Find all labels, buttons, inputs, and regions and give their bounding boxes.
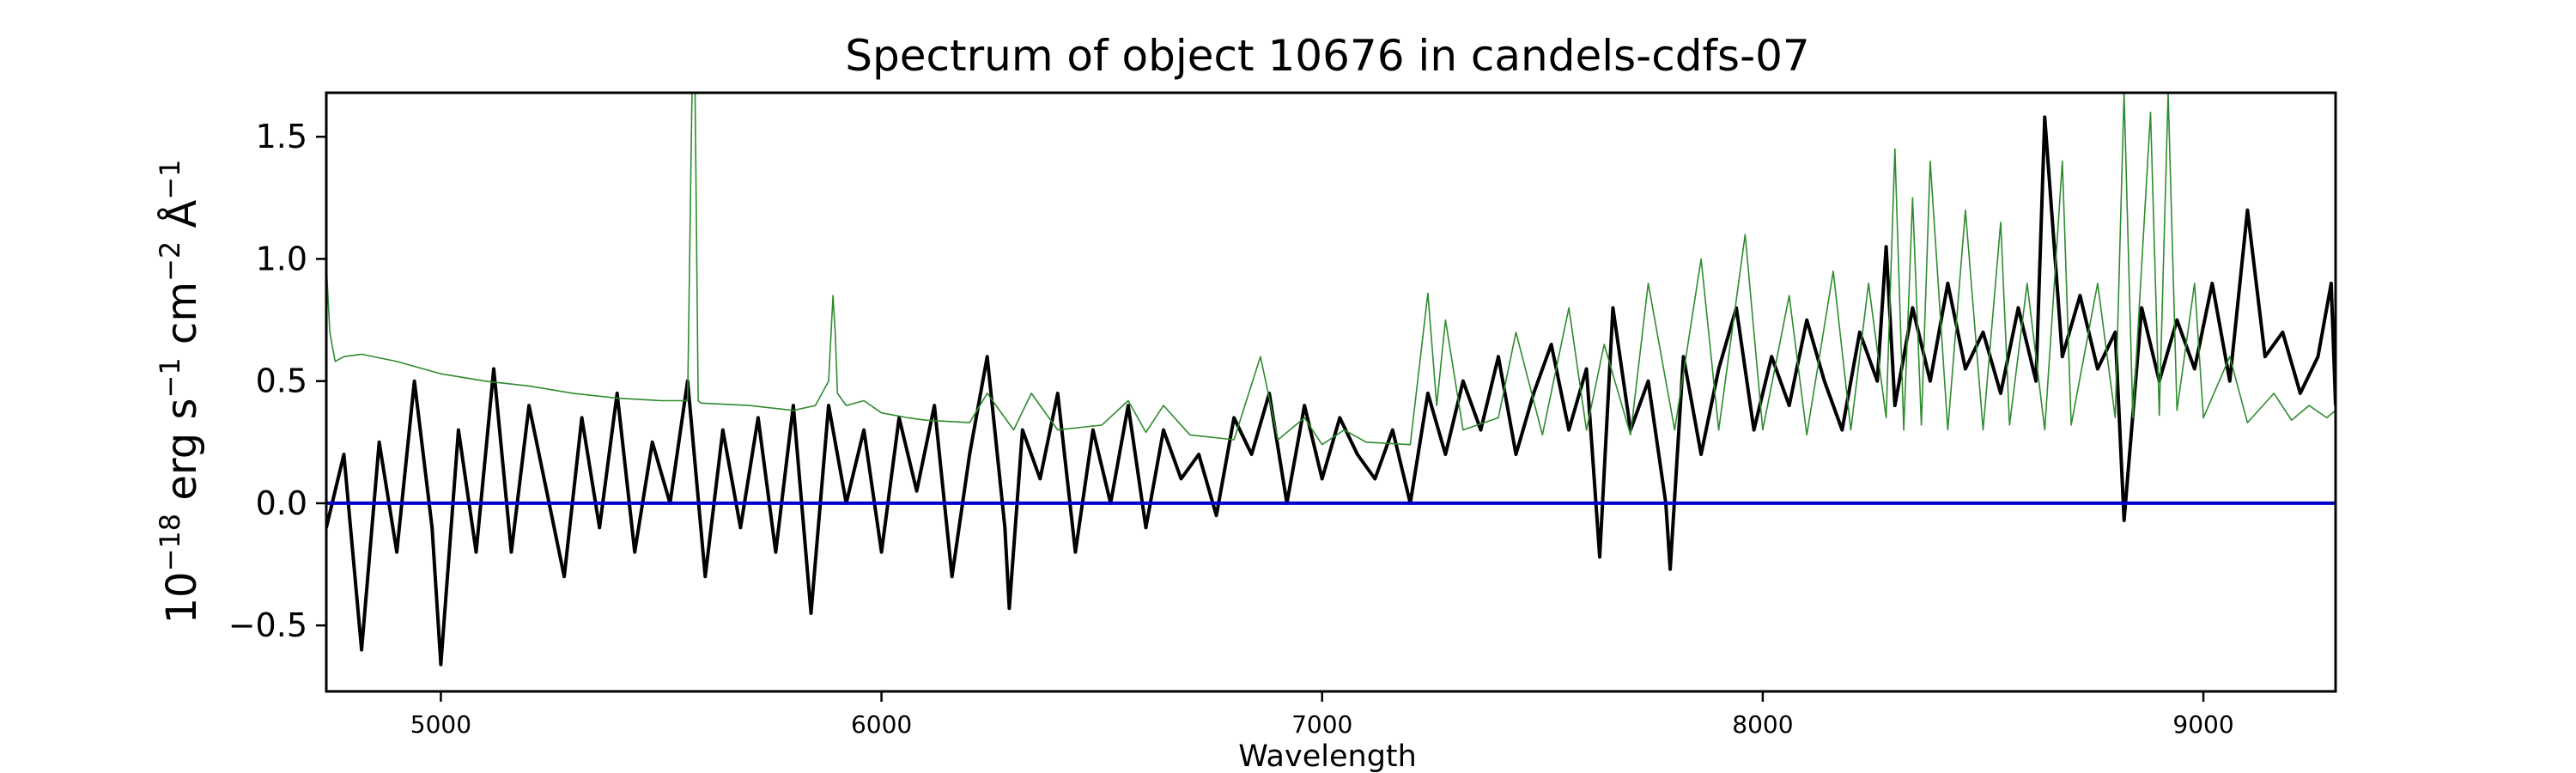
x-tick-label: 9000 (2172, 710, 2233, 739)
series-layer (326, 93, 2336, 666)
y-tick-label: 1.5 (256, 118, 307, 155)
y-tick-label: 0.0 (256, 484, 307, 522)
x-tick-label: 5000 (410, 710, 471, 739)
plot-frame (325, 91, 2337, 693)
y-tick-label: −0.5 (228, 606, 307, 644)
x-tick-label: 8000 (1732, 710, 1793, 739)
y-axis: −0.5 0.0 0.5 1.0 1.5 (228, 118, 326, 644)
x-tick-label: 7000 (1291, 710, 1352, 739)
x-axis-label: Wavelength (1238, 740, 1417, 773)
x-axis: 5000 6000 7000 8000 9000 (410, 691, 2234, 739)
y-axis-label: 10−18 erg s−1 cm−2 Å−1 (154, 159, 206, 624)
model-spectrum-line (326, 93, 2336, 446)
chart-title: Spectrum of object 10676 in candels-cdfs… (845, 31, 1810, 81)
y-tick-label: 0.5 (256, 362, 307, 400)
y-tick-label: 1.0 (256, 240, 307, 277)
x-tick-label: 6000 (851, 710, 912, 739)
